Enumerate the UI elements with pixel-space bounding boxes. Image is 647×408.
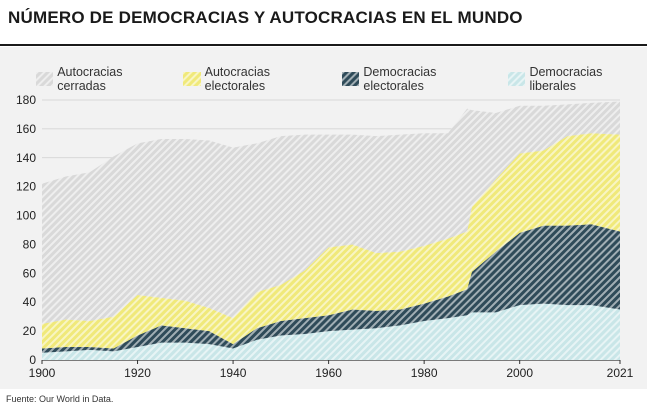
area-layer	[42, 101, 620, 360]
area-series-autocracias-electorales	[42, 133, 620, 349]
source-note: Fuente: Our World in Data.	[6, 394, 114, 404]
x-tick-label-1920: 1920	[124, 366, 151, 380]
x-tick-label-1980: 1980	[411, 366, 438, 380]
y-tick-label-100: 100	[16, 209, 36, 223]
axis-layer: 0 20 40 60 80 100 120 140 160 180 1900 1920 1940 1960…	[16, 93, 634, 380]
y-tick-label-160: 160	[16, 122, 36, 136]
legend-swatch-autocracias-cerradas	[36, 72, 54, 86]
title-divider	[0, 44, 647, 46]
y-tick-label-180: 180	[16, 93, 36, 107]
legend-item-autocracias-cerradas: Autocracias cerradas	[36, 65, 169, 93]
legend-item-democracias-electorales: Democracias electorales	[342, 65, 494, 93]
legend-label-autocracias-electorales: Autocracias electorales	[204, 65, 270, 93]
legend-swatch-democracias-liberales	[508, 72, 526, 86]
area-series-democracias-liberales	[42, 303, 620, 360]
y-tick-label-40: 40	[23, 295, 37, 309]
stacked-area-chart: 0 20 40 60 80 100 120 140 160 180 1900 1920 1940 1960…	[16, 93, 634, 380]
legend-item-democracias-liberales: Democracias liberales	[508, 65, 647, 93]
x-tick-label-1900: 1900	[29, 366, 56, 380]
y-tick-label-120: 120	[16, 180, 36, 194]
chart-title: NÚMERO DE DEMOCRACIAS Y AUTOCRACIAS EN E…	[8, 8, 523, 27]
x-tick-label-2021: 2021	[607, 366, 634, 380]
y-tick-label-0: 0	[29, 353, 36, 367]
chart-legend: Autocracias cerradas Autocracias elector…	[36, 65, 647, 93]
x-tick-label-1960: 1960	[315, 366, 342, 380]
legend-label-autocracias-cerradas: Autocracias cerradas	[57, 65, 123, 93]
y-tick-label-20: 20	[23, 324, 37, 338]
y-tick-label-140: 140	[16, 151, 36, 165]
legend-swatch-autocracias-electorales	[183, 72, 201, 86]
legend-swatch-democracias-electorales	[342, 72, 360, 86]
y-tick-label-60: 60	[23, 266, 37, 280]
y-tick-label-80: 80	[23, 237, 37, 251]
legend-label-democracias-liberales: Democracias liberales	[529, 65, 603, 93]
x-tick-label-2000: 2000	[506, 366, 533, 380]
area-series-autocracias-cerradas	[42, 101, 620, 324]
legend-item-autocracias-electorales: Autocracias electorales	[183, 65, 328, 93]
legend-label-democracias-electorales: Democracias electorales	[363, 65, 437, 93]
area-series-democracias-electorales	[42, 224, 620, 353]
x-tick-label-1940: 1940	[220, 366, 247, 380]
